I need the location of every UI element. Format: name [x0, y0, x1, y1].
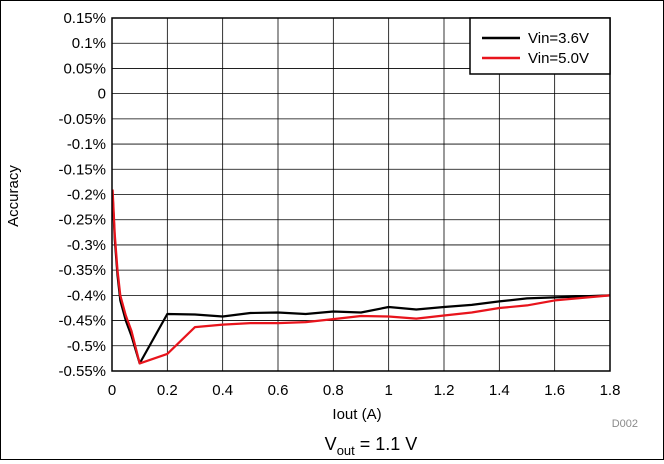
x-tick-label: 0	[108, 382, 116, 399]
y-tick-label: -0.55%	[58, 363, 106, 380]
y-tick-label: -0.4%	[67, 287, 106, 304]
y-tick-labels: 0.15% 0.1% 0.05% 0 -0.05% -0.1% -0.15% -0.2% -0.…	[58, 10, 106, 380]
x-tick-label: 1.4	[489, 382, 510, 399]
x-tick-label: 1.6	[544, 382, 565, 399]
y-tick-label: 0.15%	[63, 10, 106, 27]
y-tick-label: -0.5%	[67, 338, 106, 355]
x-tick-label: 0.8	[323, 382, 344, 399]
legend-box	[469, 17, 611, 75]
y-tick-label: -0.1%	[67, 136, 106, 153]
y-tick-label: -0.25%	[58, 212, 106, 229]
y-tick-label: -0.3%	[67, 237, 106, 254]
y-tick-label: -0.15%	[58, 161, 106, 178]
caption-subscript: out	[337, 443, 355, 458]
caption: Vout = 1.1 V	[325, 434, 418, 458]
figure-id: D002	[612, 418, 638, 430]
y-tick-label: -0.35%	[58, 262, 106, 279]
y-axis-label: Accuracy	[5, 165, 22, 227]
x-tick-label: 1.2	[434, 382, 455, 399]
legend-label: Vin=3.6V	[528, 30, 589, 47]
caption-main: V	[325, 434, 337, 454]
caption-rest: = 1.1 V	[355, 434, 418, 454]
x-tick-label: 1.8	[600, 382, 621, 399]
y-tick-label: -0.45%	[58, 313, 106, 330]
x-tick-label: 0.4	[212, 382, 233, 399]
y-tick-label: 0.05%	[63, 60, 106, 77]
x-tick-label: 0.2	[157, 382, 178, 399]
legend: Vin=3.6V Vin=5.0V	[469, 17, 611, 75]
series-layer	[111, 189, 611, 365]
series-line-1	[111, 194, 611, 365]
legend-label: Vin=5.0V	[528, 50, 589, 67]
y-tick-label: 0	[98, 86, 106, 103]
y-tick-label: 0.1%	[72, 35, 106, 52]
y-tick-label: -0.05%	[58, 111, 106, 128]
y-tick-label: -0.2%	[67, 187, 106, 204]
x-tick-label: 1	[384, 382, 392, 399]
x-tick-labels: 0 0.2 0.4 0.6 0.8 1 1.2 1.4 1.6 1.8	[108, 382, 621, 399]
x-tick-label: 0.6	[268, 382, 289, 399]
series-line-2	[111, 189, 611, 365]
x-axis-label: Iout (A)	[332, 406, 381, 423]
plot-frame	[111, 17, 611, 372]
